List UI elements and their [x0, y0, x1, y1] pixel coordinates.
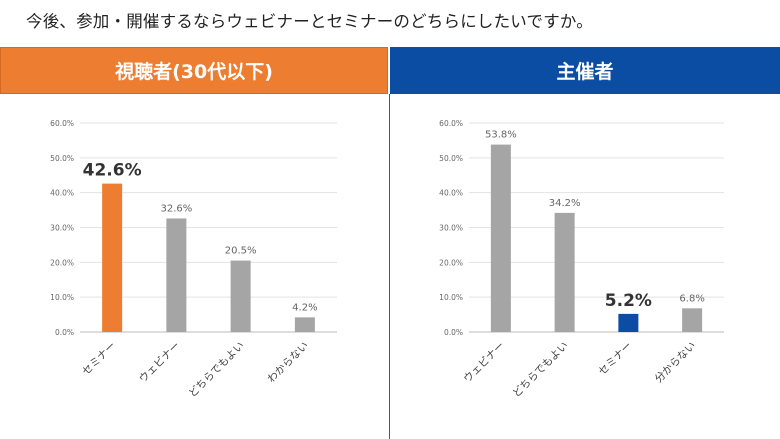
- organizer-bar: [554, 212, 575, 332]
- viewer-bar-chart: 0.0% 10.0% 20.0% 30.0% 40.0% 50.0% 60.0% 42.6% セ…: [50, 119, 337, 400]
- viewer-category-label: わからない: [265, 340, 311, 386]
- viewer-bar: [230, 260, 251, 332]
- viewer-category-label: どちらでもよい: [187, 340, 247, 400]
- organizer-value-label: 6.8%: [679, 293, 704, 304]
- organizer-category-label: 分からない: [653, 340, 699, 386]
- viewer-bar: [166, 218, 187, 332]
- viewer-ytick-label: 20.0%: [50, 258, 74, 267]
- question-text: 今後、参加・開催するならウェビナーとセミナーのどちらにしたいですか。: [26, 12, 593, 31]
- organizer-category-label: どちらでもよい: [511, 340, 571, 400]
- organizer-ytick-label: 50.0%: [439, 154, 463, 163]
- organizer-bar: [618, 313, 639, 332]
- organizer-panel-title: 主催者: [556, 61, 614, 83]
- viewer-category-label: ウェビナー: [137, 340, 183, 386]
- viewer-panel-title: 視聴者(30代以下): [115, 61, 273, 83]
- viewer-value-label: 42.6%: [83, 161, 142, 181]
- viewer-ytick-label: 30.0%: [50, 224, 74, 233]
- viewer-ytick-label: 40.0%: [50, 189, 74, 198]
- organizer-ytick-label: 60.0%: [439, 119, 463, 128]
- organizer-bar: [490, 144, 511, 332]
- organizer-bar: [682, 308, 703, 332]
- organizer-panel-header: 主催者: [390, 47, 780, 94]
- viewer-bar: [102, 183, 123, 332]
- organizer-ytick-label: 40.0%: [439, 189, 463, 198]
- viewer-ytick-label: 50.0%: [50, 154, 74, 163]
- viewer-ytick-label: 0.0%: [55, 328, 74, 337]
- viewer-category-label: セミナー: [80, 340, 118, 378]
- organizer-ytick-label: 0.0%: [444, 328, 463, 337]
- organizer-ytick-label: 30.0%: [439, 224, 463, 233]
- viewer-ytick-label: 10.0%: [50, 293, 74, 302]
- organizer-category-label: ウェビナー: [461, 340, 507, 386]
- viewer-value-label: 20.5%: [225, 246, 257, 257]
- organizer-value-label: 34.2%: [549, 198, 581, 209]
- viewer-value-label: 4.2%: [292, 302, 317, 313]
- organizer-ytick-label: 10.0%: [439, 293, 463, 302]
- viewer-value-label: 32.6%: [160, 203, 192, 214]
- organizer-value-label: 5.2%: [605, 291, 652, 311]
- organizer-category-label: セミナー: [596, 340, 634, 378]
- organizer-ytick-label: 20.0%: [439, 258, 463, 267]
- viewer-bar: [294, 317, 315, 332]
- viewer-ytick-label: 60.0%: [50, 119, 74, 128]
- organizer-bar-chart: 0.0% 10.0% 20.0% 30.0% 40.0% 50.0% 60.0% 53.8% ウ…: [439, 119, 724, 400]
- panel-divider: [389, 94, 390, 439]
- viewer-panel-header: 視聴者(30代以下): [0, 47, 388, 94]
- organizer-value-label: 53.8%: [485, 130, 517, 141]
